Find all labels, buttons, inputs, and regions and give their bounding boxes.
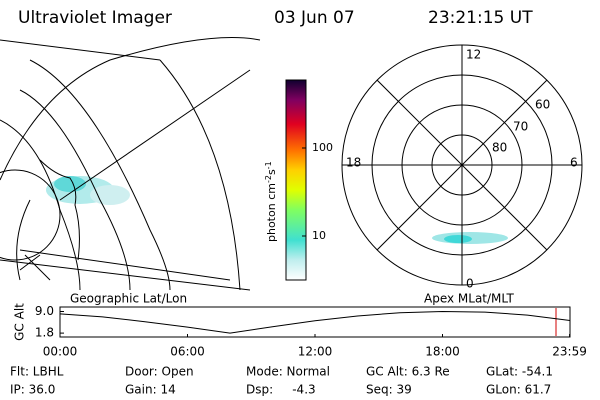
alt-xtick-label: 06:00 <box>170 345 205 359</box>
info-field: GLat: -54.1 <box>486 365 553 379</box>
cb-tick-label: 100 <box>312 141 333 154</box>
lat-label: 80 <box>492 141 507 155</box>
info-field: Seq: 39 <box>366 383 412 397</box>
info-field: Mode: Normal <box>246 365 330 379</box>
mlt-label: 6 <box>570 156 578 170</box>
date: 03 Jun 07 <box>274 8 355 28</box>
cb-tick-label: 10 <box>312 229 326 242</box>
map-label: Geographic Lat/Lon <box>70 292 187 306</box>
alt-frame <box>59 306 571 338</box>
lat-label: 60 <box>535 98 550 112</box>
alt-xtick-label: 18:00 <box>425 345 460 359</box>
cb-unit: photon cm <box>265 183 278 242</box>
mlt-label: 0 <box>466 277 474 291</box>
colorbar <box>285 79 307 281</box>
info-field: Door: Open <box>125 365 194 379</box>
info-field: Gain: 14 <box>125 383 176 397</box>
cb-label: photon cm-2s-1 <box>264 161 279 242</box>
geo-map <box>0 37 261 291</box>
info-field: Dsp: -4.3 <box>246 383 316 397</box>
alt-xtick-label: 12:00 <box>298 345 333 359</box>
alt-xtick-label: 23:59 <box>552 345 587 359</box>
cb-exp: -2 <box>264 175 273 183</box>
info-field: IP: 36.0 <box>10 383 55 397</box>
info-field: GC Alt: 6.3 Re <box>366 365 450 379</box>
instrument: Ultraviolet Imager <box>18 8 172 28</box>
info-field: Flt: LBHL <box>10 365 64 379</box>
alt-xtick-label: 00:00 <box>43 345 78 359</box>
mlt-label: 12 <box>466 48 481 62</box>
mlt-label: 18 <box>346 156 361 170</box>
alt-ylabel: GC Alt <box>13 303 27 341</box>
polar-plot <box>341 44 583 286</box>
alt-ytick-label: 1.8 <box>35 326 54 340</box>
alt-line <box>59 310 571 334</box>
time: 23:21:15 UT <box>428 8 533 28</box>
cb-unit: s <box>265 169 278 175</box>
lat-label: 70 <box>513 120 528 134</box>
cb-exp: -1 <box>264 161 273 169</box>
info-field: GLon: 61.7 <box>486 383 551 397</box>
polar-label: Apex MLat/MLT <box>424 292 514 306</box>
alt-ytick-label: 9.0 <box>35 304 54 318</box>
